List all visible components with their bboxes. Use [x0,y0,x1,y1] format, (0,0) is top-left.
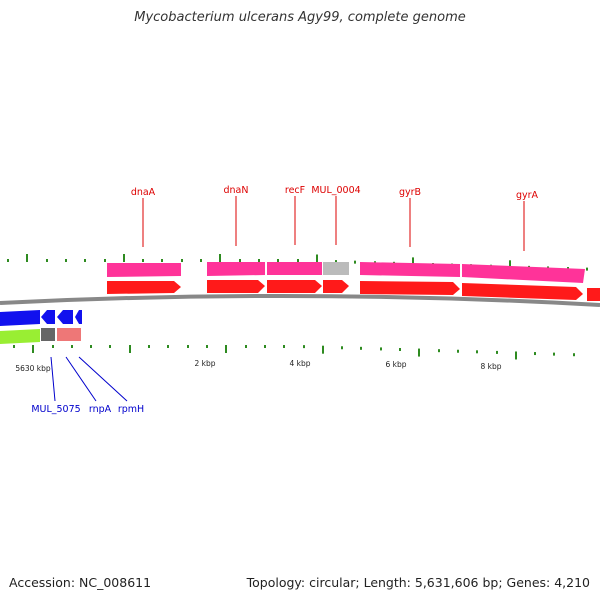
forward-gene-row [107,262,585,283]
gene-recF[interactable] [267,262,322,275]
gene-MUL_5075[interactable] [0,329,40,344]
cds-rpmH[interactable] [57,310,73,324]
scale-label-6kbp: 6 kbp [385,360,406,369]
forward-cds-row [107,280,600,301]
cds-recF[interactable] [267,280,322,293]
genome-backbone [0,293,600,307]
label-rpmH[interactable]: rpmH [118,404,144,415]
leader-MUL_5075 [50,356,56,402]
map-title: Mycobacterium ulcerans Agy99, complete g… [134,10,466,25]
scale-label-8kbp: 8 kbp [480,362,501,371]
bottom-gene-labels: MUL_5075 rnpA rpmH [31,356,144,415]
reverse-gene-row [0,328,81,344]
cds-MUL_5075[interactable] [0,310,40,326]
cds-next[interactable] [587,288,600,301]
label-MUL_0004[interactable]: MUL_0004 [311,185,360,196]
scale-label-4kbp: 4 kbp [289,359,310,368]
gene-dnaN[interactable] [207,262,265,276]
tick-marks-inner [13,345,575,360]
genome-summary-text: Topology: circular; Length: 5,631,606 bp… [246,575,590,590]
label-MUL_5075[interactable]: MUL_5075 [31,404,80,415]
label-recF[interactable]: recF [285,185,305,196]
gene-rpmH[interactable] [57,328,81,341]
gene-gyrB[interactable] [360,262,460,277]
scale-label-5630kbp: 5630 kbp [15,364,51,373]
gene-dnaA[interactable] [107,263,181,277]
gene-gyrA[interactable] [462,264,585,283]
accession-text: Accession: NC_008611 [9,575,152,590]
label-gyrA[interactable]: gyrA [516,190,539,201]
top-gene-labels: dnaA dnaN recF MUL_0004 gyrB gyrA [131,185,539,251]
cds-gyrA[interactable] [462,283,583,300]
gene-MUL_0004[interactable] [323,262,349,275]
scale-label-2kbp: 2 kbp [194,359,215,368]
gene-rnpA[interactable] [41,328,55,341]
leader-rnpA [65,356,97,402]
label-gyrB[interactable]: gyrB [399,187,421,198]
cds-dnaA[interactable] [107,281,181,294]
cds-rnpA[interactable] [41,310,55,324]
scale-labels: 5630 kbp 2 kbp 4 kbp 6 kbp 8 kbp [15,359,501,373]
label-dnaA[interactable]: dnaA [131,187,156,198]
reverse-cds-row [0,310,82,326]
cds-reverse-small[interactable] [75,310,82,324]
cds-dnaN[interactable] [207,280,265,293]
label-rnpA[interactable]: rnpA [89,404,112,415]
cds-MUL_0004[interactable] [323,280,349,293]
cds-gyrB[interactable] [360,281,460,295]
leader-rpmH [78,356,128,402]
label-dnaN[interactable]: dnaN [224,185,249,196]
